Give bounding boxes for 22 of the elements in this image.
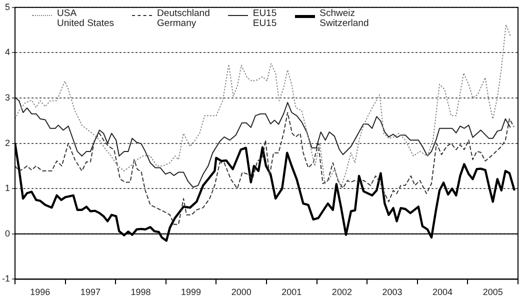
x-tick-label: 2000: [231, 287, 252, 298]
x-tick-label: 1997: [80, 287, 100, 298]
x-tick-label: 1999: [181, 287, 202, 298]
x-tick-label: 1998: [130, 287, 151, 298]
y-tick-label: 4: [4, 47, 10, 58]
y-tick-label: 3: [4, 92, 10, 102]
x-tick-label: 2004: [432, 287, 453, 298]
line-series: [15, 112, 514, 225]
y-tick-label: -1: [2, 274, 10, 284]
x-tick-label: 2002: [332, 287, 352, 298]
legend-label: Deutschland Germany: [157, 8, 210, 29]
y-tick-label: 0: [4, 228, 10, 238]
x-tick-label: 1996: [30, 287, 50, 298]
x-tick-label: 2001: [282, 287, 302, 298]
y-tick-label: 1: [4, 183, 10, 194]
x-tick-label: 2005: [482, 287, 503, 298]
legend-label: EU15 EU15: [252, 8, 277, 29]
y-tick-label: 5: [4, 2, 10, 12]
y-tick-label: 2: [4, 138, 10, 148]
legend-label: Schweiz Switzerland: [320, 8, 369, 29]
legend-label: USA United States: [57, 8, 114, 29]
x-tick-label: 2003: [382, 287, 402, 298]
